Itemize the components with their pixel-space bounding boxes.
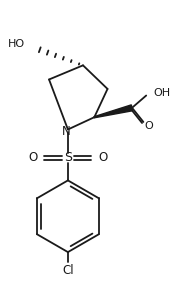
Text: O: O — [28, 151, 38, 164]
Text: S: S — [64, 151, 72, 164]
Text: O: O — [98, 151, 108, 164]
Text: Cl: Cl — [62, 265, 74, 278]
Text: N: N — [62, 125, 70, 138]
Text: OH: OH — [154, 88, 171, 98]
Polygon shape — [94, 105, 133, 118]
Text: HO: HO — [7, 38, 25, 49]
Text: O: O — [145, 121, 153, 131]
